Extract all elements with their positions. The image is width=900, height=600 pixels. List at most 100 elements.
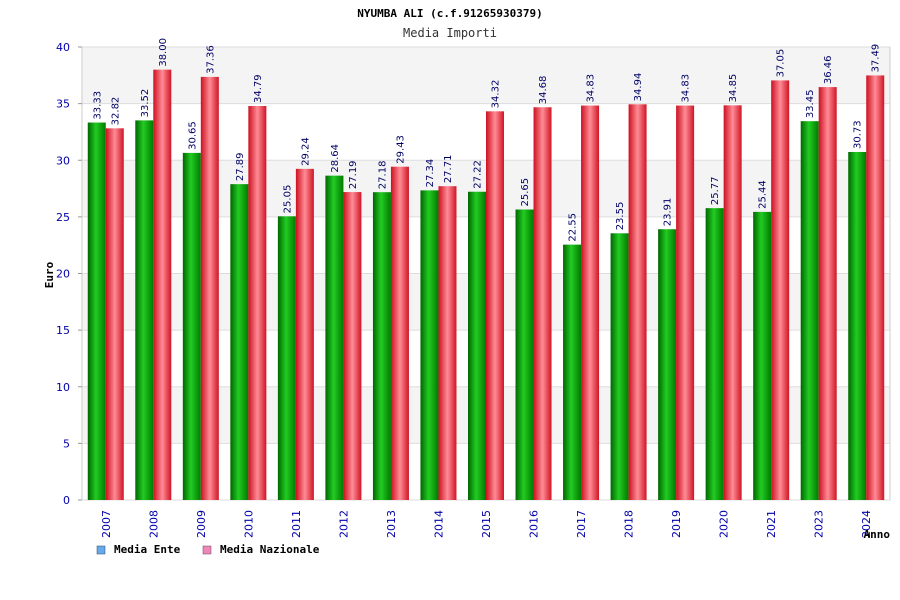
x-tick-label: 2010 [242,510,255,538]
data-label: 33.33 [92,91,103,120]
bar-media-nazionale [533,107,552,501]
bars [87,69,885,501]
bar-media-ente [610,233,629,500]
y-tick-label: 0 [63,494,70,507]
chart-title: NYUMBA ALI (c.f.91265930379) [357,7,542,20]
bar-media-nazionale [628,104,647,500]
x-tick-label: 2016 [528,510,541,538]
bar-media-ente [277,216,296,500]
bar-media-ente [87,122,106,500]
data-label: 27.71 [443,155,454,184]
data-label: 29.24 [300,137,311,166]
bar-media-nazionale [390,166,409,500]
y-tick-label: 35 [56,98,70,111]
x-axis-ticks: 2007 2008 2009 2010 2011 2012 2013 2014 2015 2016… [100,510,873,538]
y-axis-ticks: 0 5 10 15 20 25 30 35 40 [56,41,82,507]
data-label: 25.77 [710,177,721,206]
legend-label-media-ente: Media Ente [114,543,181,556]
bar-media-ente [325,175,344,501]
bar-media-ente [372,192,391,500]
legend-label-media-nazionale: Media Nazionale [220,543,320,556]
data-label: 34.85 [728,74,739,103]
x-tick-label: 2017 [575,510,588,538]
data-label: 27.34 [425,159,436,188]
x-tick-label: 2011 [290,510,303,538]
x-tick-label: 2015 [480,510,493,538]
data-label: 38.00 [158,38,169,67]
data-label: 34.94 [633,73,644,102]
data-label: 22.55 [568,213,579,242]
data-label: 25.05 [282,185,293,214]
bar-media-nazionale [343,192,362,501]
y-tick-label: 10 [56,381,70,394]
bar-media-nazionale [771,80,790,500]
bar-media-nazionale [105,128,124,500]
data-label: 23.55 [615,202,626,231]
data-label: 27.89 [235,153,246,182]
data-label: 27.19 [348,160,359,189]
bar-media-nazionale [581,105,600,501]
data-label: 27.18 [377,161,388,190]
y-tick-label: 20 [56,268,70,281]
x-tick-label: 2020 [718,510,731,538]
bar-media-nazionale [200,76,219,500]
data-label: 37.36 [205,45,216,74]
x-tick-label: 2008 [147,510,160,538]
bar-media-ente [182,152,201,501]
data-label: 32.82 [110,97,121,126]
bar-media-nazionale [248,106,267,501]
data-label: 33.45 [805,90,816,119]
bar-media-ente [658,229,677,501]
data-label: 33.52 [140,89,151,118]
data-label: 34.79 [253,74,264,103]
x-tick-label: 2009 [195,510,208,538]
chart-subtitle: Media Importi [403,26,497,40]
data-label: 25.65 [520,178,531,207]
data-label: 27.22 [473,160,484,189]
bar-media-nazionale [295,168,314,500]
bar-media-ente [230,184,249,500]
bar-media-ente [848,151,867,500]
y-tick-label: 30 [56,154,70,167]
x-tick-label: 2014 [432,510,445,538]
x-axis-label: Anno [864,528,891,541]
data-label: 28.64 [330,144,341,173]
value-labels: 33.33 32.82 33.52 38.00 30.65 37.36 27.89 34.79… [92,38,881,242]
bar-media-ente [468,191,486,500]
bar-media-nazionale [153,69,172,501]
bar-media-ente [705,208,724,500]
bar-media-nazionale [676,105,695,501]
bar-media-nazionale [438,186,457,500]
data-label: 30.65 [187,121,198,150]
y-tick-label: 40 [56,41,70,54]
legend-swatch-media-ente [96,545,106,555]
bar-media-ente [753,211,772,500]
bar-media-nazionale [818,87,837,500]
data-label: 30.73 [853,120,864,149]
y-tick-label: 15 [56,324,70,337]
x-tick-label: 2013 [385,510,398,538]
y-tick-label: 5 [63,437,70,450]
bar-media-nazionale [486,111,504,501]
data-label: 34.32 [491,80,502,109]
x-tick-label: 2012 [337,510,350,538]
x-tick-label: 2018 [623,510,636,538]
bar-media-ente [563,244,582,500]
bar-media-ente [800,121,819,501]
x-tick-label: 2021 [765,510,778,538]
data-label: 29.43 [395,135,406,164]
data-label: 34.83 [586,74,597,103]
data-label: 34.83 [681,74,692,103]
bar-media-ente [515,209,534,501]
legend-swatch-media-nazionale [202,545,212,555]
bar-media-ente [420,190,439,500]
bar-media-nazionale [723,105,742,500]
x-tick-label: 2007 [100,510,113,538]
bar-media-ente [135,120,154,501]
data-label: 25.44 [758,180,769,209]
data-label: 36.46 [823,55,834,84]
x-tick-label: 2019 [670,510,683,538]
data-label: 37.49 [871,44,882,73]
data-label: 37.05 [776,49,787,78]
